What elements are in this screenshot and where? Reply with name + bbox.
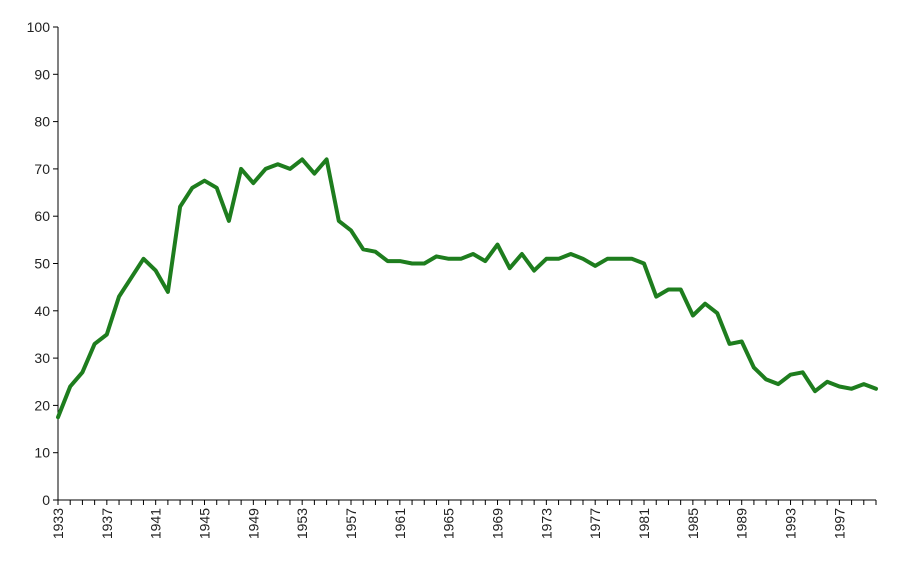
x-tick-label: 1997 <box>831 508 847 539</box>
x-tick-label: 1941 <box>148 508 164 539</box>
x-tick-label: 1933 <box>50 508 66 539</box>
y-tick-label: 80 <box>34 114 50 130</box>
x-axis: 1933 1937 1941 1945 1949 1953 1957 1961 1965 1969… <box>50 499 877 539</box>
y-tick-label: 90 <box>34 66 50 82</box>
x-tick-label: 1953 <box>294 508 310 539</box>
y-tick-label: 10 <box>34 445 50 461</box>
series-line <box>56 157 878 420</box>
y-tick-label: 50 <box>34 256 50 272</box>
y-tick-label: 0 <box>42 492 50 508</box>
y-tick-label: 30 <box>34 350 50 366</box>
x-tick-label: 1981 <box>636 508 652 539</box>
x-tick-label: 1973 <box>538 508 554 539</box>
x-tick-label: 1969 <box>490 508 506 539</box>
x-tick-label: 1957 <box>343 508 359 539</box>
y-axis: 0 10 20 30 40 50 60 70 80 90 100 <box>27 19 59 508</box>
x-tick-label: 1961 <box>392 508 408 539</box>
x-tick-label: 1937 <box>99 508 115 539</box>
y-tick-label: 100 <box>27 19 51 35</box>
y-tick-label: 20 <box>34 397 50 413</box>
x-tick-label: 1965 <box>441 508 457 539</box>
y-tick-label: 40 <box>34 303 50 319</box>
x-tick-label: 1989 <box>734 508 750 539</box>
x-tick-label: 1945 <box>197 508 213 539</box>
series-layer <box>56 157 878 420</box>
x-tick-label: 1949 <box>245 508 261 539</box>
y-tick-label: 60 <box>34 208 50 224</box>
x-tick-label: 1993 <box>783 508 799 539</box>
y-tick-label: 70 <box>34 161 50 177</box>
x-tick-label: 1977 <box>587 508 603 539</box>
x-tick-label: 1985 <box>685 508 701 539</box>
